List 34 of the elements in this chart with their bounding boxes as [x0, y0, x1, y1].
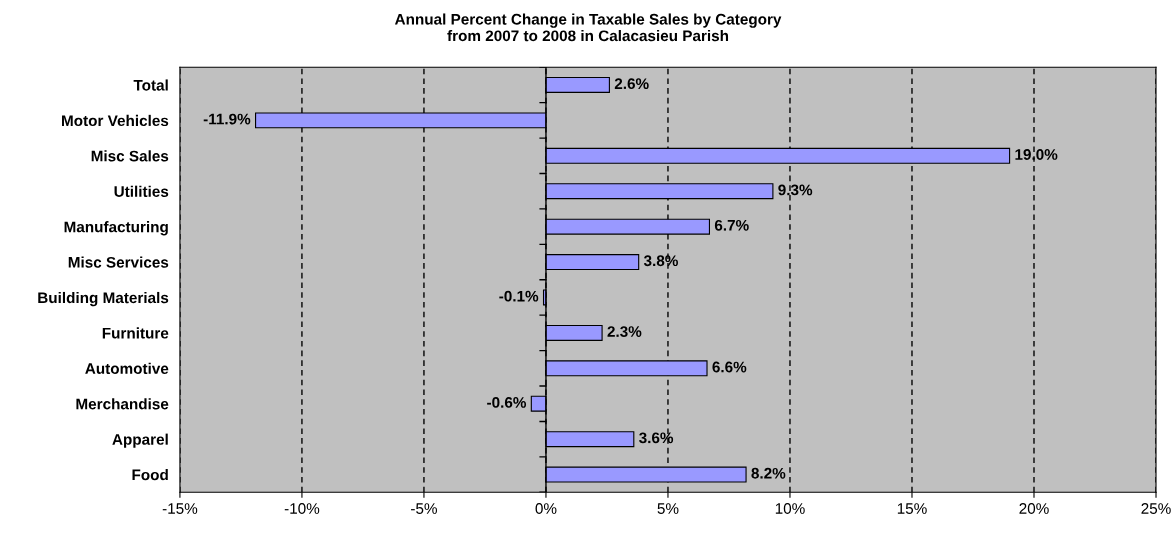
y-tick-label: Merchandise: [76, 398, 169, 410]
x-tick-label: 0%: [535, 503, 557, 514]
data-label: 3.8%: [643, 255, 678, 267]
data-label: 8.2%: [751, 467, 786, 479]
y-tick-label: Manufacturing: [64, 221, 168, 236]
y-tick-label: Motor Vehicles: [62, 114, 169, 127]
data-label: 2.6%: [614, 78, 649, 90]
data-label: 3.6%: [639, 432, 674, 444]
data-label: 6.7%: [714, 219, 749, 231]
data-label: 6.6%: [712, 361, 747, 373]
chart-title: Annual Percent Change in Taxable Sales by Category from 2007 to 2008 in Calacasieu Parish: [394, 13, 782, 42]
x-tick-label: 10%: [775, 503, 805, 514]
x-tick-label: -10%: [284, 503, 320, 514]
data-label: 9.3%: [778, 184, 813, 196]
y-tick-label: Apparel: [112, 433, 168, 448]
data-label: -0.1%: [499, 290, 539, 302]
y-tick-label: Building Materials: [38, 291, 169, 307]
data-label: -11.9%: [203, 113, 251, 125]
y-tick-label: Furniture: [102, 327, 169, 339]
x-tick-label: 5%: [657, 503, 679, 514]
y-tick-label: Misc Sales: [91, 150, 169, 162]
y-tick-label: Food: [132, 469, 168, 481]
y-tick-label: Total: [133, 79, 168, 91]
y-tick-label: Automotive: [85, 362, 169, 374]
y-tick-label: Misc Services: [68, 256, 169, 268]
y-tick-label: Utilities: [114, 185, 169, 197]
data-label: 19.0%: [1015, 149, 1058, 160]
x-tick-label: -5%: [411, 503, 437, 514]
data-label: 2.3%: [607, 326, 642, 338]
x-tick-label: 25%: [1141, 503, 1171, 514]
x-tick-label: 20%: [1019, 503, 1049, 514]
data-label: -0.6%: [487, 397, 527, 408]
x-tick-label: 15%: [897, 503, 927, 514]
x-tick-label: -15%: [162, 503, 198, 514]
